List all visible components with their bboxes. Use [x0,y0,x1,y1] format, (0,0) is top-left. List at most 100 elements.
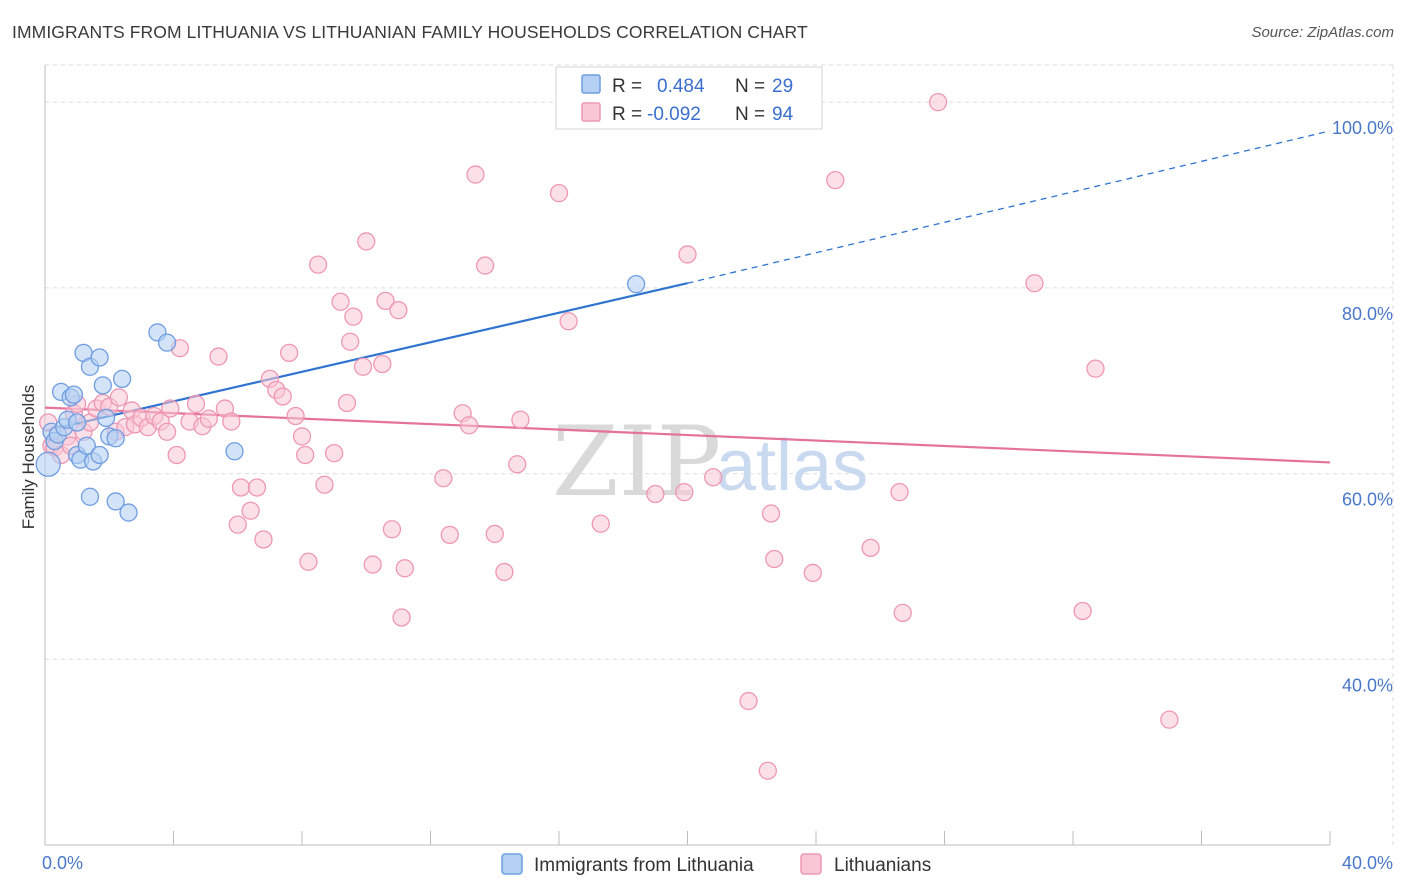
point-lithuanians [308,255,328,274]
bottom-legend-label-2: Lithuanians [834,855,931,876]
point-immigrants [64,385,84,404]
watermark-zip: ZIP [552,406,721,518]
point-lithuanians [861,538,880,558]
trend-line-immigrants [44,282,688,432]
legend-r-value-1: 0.484 [657,76,705,97]
legend-r-label-2: R = [612,104,642,125]
point-lithuanians [459,416,479,435]
point-lithuanians [511,410,530,429]
bottom-legend-swatch-blue [501,853,523,875]
point-lithuanians [389,300,408,320]
point-lithuanians [893,603,912,623]
trend-line-immigrants-projection [687,130,1331,284]
point-lithuanians [222,412,241,431]
point-lithuanians [254,530,273,549]
point-lithuanians [157,422,177,441]
y-tick-label: 100.0% [1332,118,1393,138]
y-tick-labels: 40.0% 60.0% 80.0% 100.0% [1332,118,1393,695]
point-immigrants [106,429,125,448]
legend-swatch-blue [581,74,601,94]
point-lithuanians [508,455,527,474]
point-lithuanians [646,484,665,504]
legend-r-label-1: R = [612,76,642,97]
point-lithuanians [392,608,411,627]
legend-n-value-2: 94 [772,104,794,125]
point-lithuanians [678,245,697,264]
point-immigrants [93,376,112,395]
point-lithuanians [199,409,218,428]
point-lithuanians [353,357,373,376]
point-lithuanians [247,478,267,497]
point-immigrants [35,451,61,477]
point-lithuanians [382,520,402,539]
point-lithuanians [373,354,392,374]
legend-n-label-2: N = [735,104,765,125]
point-lithuanians [466,165,485,184]
point-lithuanians [209,347,228,366]
y-tick-label: 60.0% [1342,490,1393,510]
point-lithuanians [1160,710,1179,729]
point-lithuanians [1025,274,1044,293]
point-immigrants [106,492,125,511]
y-axis-label: Family Households [19,385,38,530]
series-legend: Immigrants from Lithuania Lithuanians [501,853,931,876]
point-lithuanians [434,469,453,488]
stats-legend: R = 0.484 N = 29 R = -0.092 N = 94 [555,66,823,130]
point-lithuanians [109,388,129,407]
point-lithuanians [228,515,247,534]
point-lithuanians [704,468,723,487]
point-lithuanians [765,549,784,569]
point-lithuanians [363,555,382,574]
point-lithuanians [186,394,206,414]
point-lithuanians [231,478,251,497]
legend-n-value-1: 29 [772,76,793,97]
chart-title: IMMIGRANTS FROM LITHUANIA VS LITHUANIAN … [12,22,808,42]
point-lithuanians [675,482,694,502]
point-lithuanians [758,761,777,780]
point-lithuanians [357,232,376,251]
point-lithuanians [803,563,822,583]
point-immigrants [80,487,100,506]
point-lithuanians [292,427,312,446]
point-lithuanians [331,292,350,311]
x-tick-label-min: 0.0% [42,853,83,873]
point-immigrants [96,408,116,428]
point-immigrants [225,442,244,461]
legend-r-value-2: -0.092 [647,104,701,125]
point-lithuanians [739,691,758,711]
point-lithuanians [279,343,299,363]
point-lithuanians [495,562,514,582]
legend-n-label-1: N = [735,76,765,97]
point-immigrants [90,348,109,367]
point-lithuanians [299,552,318,571]
point-lithuanians [341,332,360,351]
point-lithuanians [161,399,180,418]
point-lithuanians [167,445,186,465]
point-lithuanians [928,92,948,112]
point-lithuanians [315,475,334,494]
watermark: ZIP atlas [552,406,868,518]
chart-source: Source: ZipAtlas.com [1251,24,1394,41]
point-lithuanians [241,501,260,520]
point-immigrants [67,413,87,432]
y-tick-label: 80.0% [1342,304,1393,324]
point-immigrants [77,436,96,455]
bottom-legend-swatch-pink [800,853,822,875]
point-lithuanians [591,514,610,533]
point-lithuanians [890,482,909,502]
trend-line-lithuanians [44,406,1331,464]
x-tick-label-max: 40.0% [1342,853,1393,873]
point-immigrants [626,274,646,294]
point-lithuanians [395,559,414,578]
legend-swatch-pink [581,102,601,122]
point-immigrants [157,333,177,352]
bottom-legend-label-1: Immigrants from Lithuania [534,855,754,876]
point-lithuanians [376,291,395,311]
point-lithuanians [1086,359,1105,378]
point-lithuanians [440,525,459,545]
point-lithuanians [549,183,569,203]
point-immigrants [112,369,132,389]
point-lithuanians [296,445,315,465]
point-lithuanians [286,406,305,426]
